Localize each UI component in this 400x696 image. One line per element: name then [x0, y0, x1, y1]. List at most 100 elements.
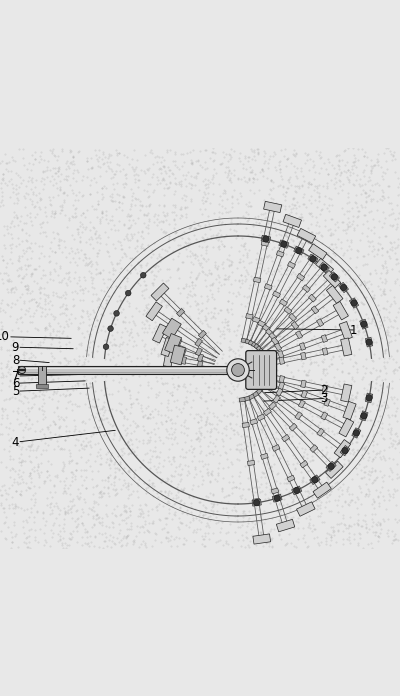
Point [184, 201, 190, 212]
Point [254, 247, 260, 258]
Point [344, 191, 351, 203]
Point [306, 487, 312, 498]
Point [12, 209, 19, 221]
Point [136, 367, 142, 378]
Point [182, 180, 189, 191]
Point [252, 267, 259, 278]
Point [19, 152, 26, 164]
Point [144, 164, 151, 175]
Point [274, 365, 280, 376]
Point [75, 166, 81, 177]
Point [347, 394, 354, 405]
Point [86, 258, 92, 269]
Point [76, 280, 83, 292]
Point [259, 324, 266, 335]
Point [154, 461, 161, 472]
Point [306, 312, 312, 323]
Point [354, 386, 360, 397]
Point [333, 242, 340, 253]
Point [381, 148, 388, 159]
Point [340, 402, 347, 413]
Point [372, 264, 378, 276]
Point [276, 529, 282, 540]
Point [376, 315, 383, 326]
Point [68, 533, 74, 544]
Point [282, 509, 288, 520]
Point [170, 168, 176, 180]
Point [248, 166, 254, 177]
Point [75, 512, 82, 523]
Point [316, 494, 322, 505]
Polygon shape [360, 411, 368, 421]
Point [388, 351, 394, 362]
Point [320, 479, 326, 490]
Point [386, 452, 392, 464]
Point [199, 242, 205, 253]
Point [380, 262, 387, 274]
Point [280, 180, 286, 191]
Point [222, 167, 228, 178]
Point [210, 278, 216, 289]
Point [200, 475, 206, 486]
Point [144, 358, 150, 370]
Point [198, 430, 204, 441]
Point [284, 231, 290, 242]
Point [330, 459, 336, 470]
Point [237, 466, 244, 477]
Point [30, 489, 36, 500]
Point [349, 489, 355, 500]
Point [4, 345, 10, 356]
Point [180, 538, 187, 549]
Point [126, 211, 133, 222]
Point [203, 416, 210, 427]
Point [229, 488, 236, 499]
Point [201, 432, 208, 443]
Point [368, 168, 374, 179]
Point [42, 303, 48, 315]
Point [155, 265, 161, 276]
Point [286, 503, 293, 514]
Point [92, 412, 98, 423]
Point [319, 444, 325, 455]
Point [141, 367, 147, 378]
Point [248, 530, 255, 541]
Point [203, 269, 210, 280]
Point [295, 512, 302, 523]
Point [15, 468, 21, 480]
Point [315, 537, 322, 548]
Point [34, 505, 40, 516]
Point [172, 172, 178, 183]
Point [3, 493, 10, 504]
Point [141, 478, 147, 489]
Point [210, 498, 217, 509]
Point [137, 279, 144, 290]
Point [219, 484, 226, 495]
Point [215, 469, 222, 480]
Point [193, 366, 200, 377]
Point [252, 278, 258, 289]
Point [24, 279, 30, 290]
Point [258, 466, 265, 477]
Polygon shape [301, 352, 306, 360]
Point [214, 358, 220, 369]
Point [368, 317, 374, 328]
Point [78, 338, 84, 349]
Point [334, 340, 341, 351]
Point [20, 333, 26, 345]
Point [222, 420, 229, 432]
Point [317, 469, 323, 480]
Point [28, 402, 35, 413]
Point [353, 278, 359, 289]
Point [246, 213, 252, 224]
Point [82, 482, 89, 493]
Point [238, 299, 244, 310]
Point [86, 265, 93, 276]
Point [83, 441, 89, 452]
Point [277, 219, 283, 230]
Point [52, 418, 59, 429]
Point [84, 308, 90, 319]
Point [248, 324, 254, 335]
Point [19, 473, 25, 484]
Point [121, 316, 128, 327]
Point [161, 189, 167, 200]
